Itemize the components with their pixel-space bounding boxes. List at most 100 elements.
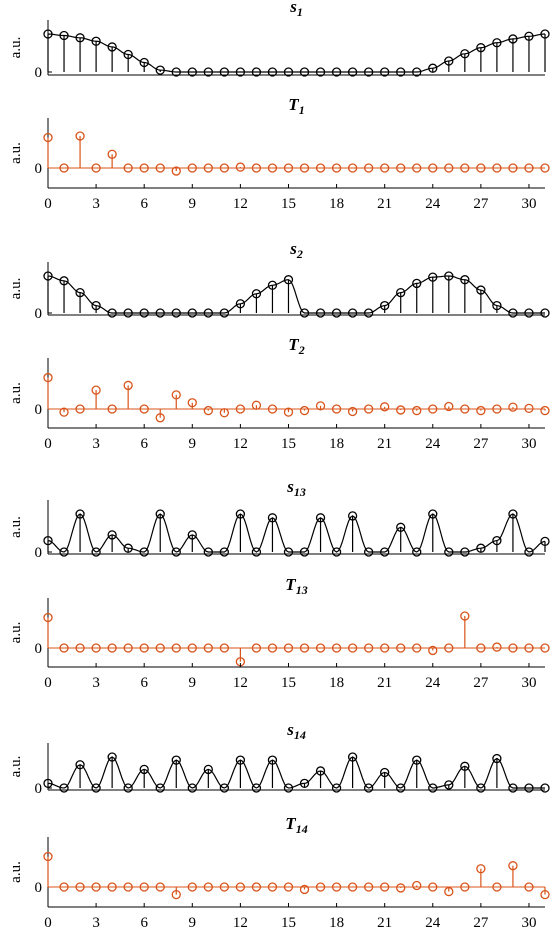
stem-marker [59, 783, 69, 793]
stem-marker [363, 163, 374, 173]
y-axis-label: a.u. [8, 37, 24, 59]
x-tick-label: 12 [233, 915, 248, 931]
y-axis-label: a.u. [8, 756, 24, 778]
x-tick-label: 27 [473, 196, 489, 212]
stem-marker [476, 643, 486, 653]
stem-marker [251, 882, 262, 892]
stem-marker [347, 882, 358, 892]
stem-marker [331, 163, 342, 173]
stem-marker [155, 783, 165, 793]
stem-marker [75, 509, 85, 519]
signal-envelope [47, 756, 545, 789]
stem-marker [492, 38, 502, 48]
panel-title-main: s [289, 239, 297, 258]
panel-title: T13 [285, 575, 307, 597]
stem-marker [91, 36, 101, 46]
stem-marker [524, 547, 534, 557]
stem-marker [171, 547, 181, 557]
stem-marker [219, 643, 230, 653]
stem-marker [59, 547, 69, 557]
stem-marker [59, 163, 69, 173]
y-axis-label: a.u. [8, 278, 24, 300]
stem-marker [139, 547, 149, 557]
stem-marker [396, 287, 406, 298]
stem-marker [508, 402, 518, 412]
stem-marker [444, 886, 454, 897]
stem-marker [331, 643, 342, 653]
stem-marker [171, 643, 181, 653]
x-tick-label: 24 [425, 675, 441, 691]
stem-marker [283, 882, 294, 892]
stem-marker [476, 163, 486, 173]
stem-marker [412, 278, 422, 289]
stem-marker [91, 643, 101, 653]
stem-marker [123, 308, 133, 318]
stem-marker [508, 308, 518, 318]
stem-marker [139, 643, 149, 653]
stem-marker [155, 509, 165, 519]
stem-marker [540, 308, 550, 318]
x-tick-label: 6 [140, 196, 148, 212]
stem-marker [380, 547, 390, 557]
stem-marker [107, 530, 117, 540]
stem-marker [155, 65, 165, 75]
stem-marker [171, 67, 181, 77]
stem-marker [139, 764, 149, 775]
stem-marker [107, 42, 117, 52]
stem-marker [524, 882, 534, 892]
stem-marker [460, 404, 470, 414]
x-tick-label: 18 [329, 436, 344, 452]
y-tick-label: 0 [35, 641, 43, 657]
stem-marker [524, 783, 534, 793]
stem-marker [283, 643, 294, 653]
stem-marker [203, 547, 213, 557]
stem-marker [187, 783, 197, 793]
panel-title-subscript: 2 [296, 247, 303, 261]
stem-marker [171, 166, 181, 176]
x-tick-label: 21 [377, 196, 392, 212]
stem-marker [91, 385, 101, 395]
stem-marker [460, 275, 470, 285]
stem-marker [251, 643, 262, 653]
stem-marker [412, 755, 422, 765]
x-tick-label: 24 [425, 915, 441, 931]
x-tick-label: 18 [329, 196, 344, 212]
stem-marker [187, 163, 197, 173]
stem-marker [267, 513, 278, 523]
stem-marker [380, 767, 390, 778]
stem-marker [492, 642, 502, 652]
stem-marker [43, 612, 53, 623]
panel-title: s2 [289, 239, 303, 261]
stem-marker [428, 882, 438, 892]
y-axis-label: a.u. [8, 622, 24, 644]
stem-marker [444, 56, 454, 66]
stem-marker [492, 300, 502, 311]
x-tick-label: 0 [44, 675, 52, 691]
stem-marker [396, 522, 406, 532]
stem-marker [75, 760, 85, 770]
stem-marker [396, 405, 406, 415]
stem-marker [476, 543, 486, 553]
stem-marker [91, 547, 101, 557]
signal-envelope [47, 513, 546, 553]
stem-marker [139, 308, 149, 318]
x-tick-label: 0 [44, 915, 52, 931]
stem-marker [203, 643, 213, 653]
stem-marker [235, 882, 246, 892]
stem-marker [315, 882, 326, 892]
panel-title-main: T [288, 95, 299, 114]
stem-marker [412, 547, 422, 557]
stem-marker [123, 882, 133, 892]
x-tick-label: 15 [281, 675, 296, 691]
y-axis-label: a.u. [8, 861, 24, 883]
x-tick-label: 12 [233, 675, 248, 691]
x-tick-label: 9 [189, 915, 197, 931]
x-tick-label: 6 [140, 675, 148, 691]
stem-marker [412, 880, 422, 891]
stem-marker [347, 67, 358, 77]
stem-marker [476, 405, 486, 416]
stem-marker [187, 530, 197, 540]
stem-marker [43, 535, 53, 546]
stem-marker [107, 149, 117, 159]
stem-marker [251, 547, 262, 557]
